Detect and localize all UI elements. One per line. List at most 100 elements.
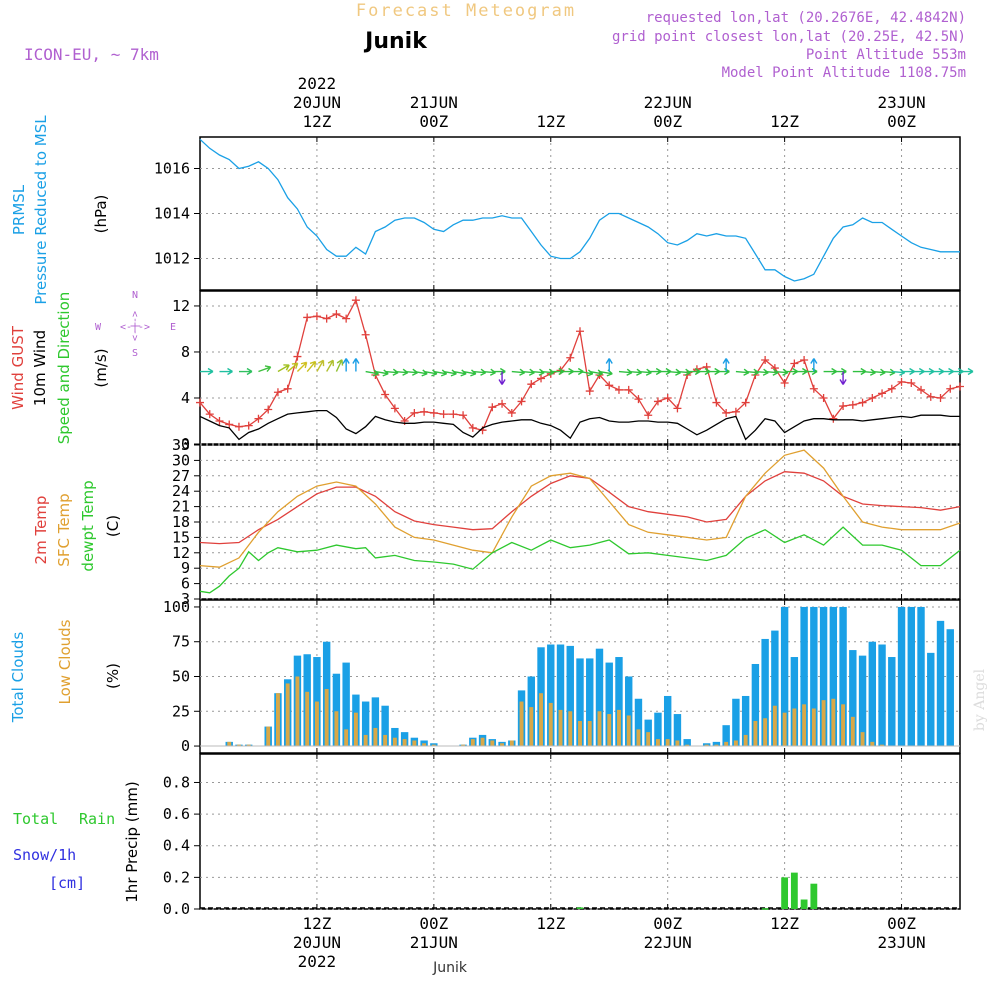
total-clouds-bar <box>566 645 574 747</box>
temp-sfc-label: SFC Temp <box>55 493 73 566</box>
pressure-panel: 1012 1014 1016 <box>154 136 961 291</box>
time-axis-label: 00Z <box>419 112 448 131</box>
total-clouds-bar <box>625 676 633 747</box>
clouds-y-tick-label: 50 <box>172 668 190 686</box>
gust-marker <box>244 421 253 430</box>
low-clouds-bar <box>314 701 319 747</box>
low-clouds-bar <box>607 714 612 747</box>
snow-label: Snow/1h <box>13 846 76 864</box>
total-clouds-bar <box>888 657 896 747</box>
rain-bar <box>781 877 789 909</box>
gust-marker <box>439 410 448 419</box>
temp-sfc-line <box>199 449 961 568</box>
gust-marker <box>761 356 770 365</box>
gust-marker <box>907 379 916 388</box>
wind-direction-arrow <box>498 371 506 385</box>
low-clouds-bar <box>568 711 573 747</box>
low-clouds-bar <box>743 734 748 747</box>
total-clouds-bar <box>663 695 672 747</box>
temp-y-tick-label: 6 <box>181 575 190 593</box>
model-name: ICON-EU, ~ 7km <box>24 45 159 64</box>
time-axis-label: 00Z <box>653 112 682 131</box>
gust-marker <box>264 405 273 414</box>
pressure-unit: (hPa) <box>92 195 110 234</box>
low-clouds-bar <box>792 708 797 747</box>
gust-marker <box>468 423 477 432</box>
gust-marker <box>917 385 926 394</box>
low-clouds-bar <box>656 739 660 747</box>
total-clouds-bar <box>839 606 847 747</box>
temp-panel-labels: 2m Temp SFC Temp dewpt Temp (C) <box>32 480 122 571</box>
gust-marker <box>234 422 243 431</box>
gust-marker <box>566 353 575 362</box>
rain-bar <box>800 899 808 909</box>
gust-marker <box>205 410 214 419</box>
total-clouds-bar <box>790 657 799 747</box>
low-clouds-bar <box>860 732 865 747</box>
gust-marker <box>293 352 302 361</box>
time-axis-label: 2022 <box>298 74 337 93</box>
credit-watermark: by Angel <box>972 668 988 731</box>
wind-direction-arrow <box>352 358 360 372</box>
gust-marker <box>712 398 721 407</box>
gust-marker <box>459 411 468 420</box>
low-clouds-bar <box>578 721 582 747</box>
wind-frame <box>199 290 961 445</box>
time-axis-label: 12Z <box>536 112 565 131</box>
low-clouds-bar <box>802 704 807 747</box>
compass-vertical-arrows: <-|-> <box>130 311 141 341</box>
model-altitude: Model Point Altitude 1108.75m <box>722 65 966 81</box>
wind-gust-label: Wind GUST <box>9 325 27 410</box>
low-clouds-bar <box>626 715 631 747</box>
low-clouds-bar <box>675 740 680 747</box>
low-clouds-bar <box>276 693 280 747</box>
low-clouds-bar <box>305 691 310 747</box>
total-label: Total <box>13 810 58 828</box>
gust-marker <box>312 312 321 321</box>
gust-marker <box>800 356 809 365</box>
low-clouds-bar <box>733 740 738 747</box>
low-clouds-bar <box>753 721 758 747</box>
temp-y-tick-label: 24 <box>172 482 190 500</box>
time-axis-label: 00Z <box>653 914 682 933</box>
compass-south: S <box>132 348 138 359</box>
total-clouds-bar <box>810 606 818 747</box>
gust-marker <box>644 411 653 420</box>
low-clouds-bar <box>646 732 651 747</box>
low-clouds-bar <box>500 743 504 747</box>
low-clouds-bar <box>548 702 553 747</box>
point-altitude: Point Altitude 553m <box>806 47 966 63</box>
low-clouds-bar <box>597 711 602 747</box>
gust-marker <box>868 393 877 402</box>
total-clouds-bar <box>634 698 643 747</box>
gust-marker <box>897 377 906 386</box>
total-clouds-bar <box>829 606 838 747</box>
gust-marker <box>839 402 848 411</box>
total-clouds-bar <box>595 648 604 747</box>
total-clouds-bar <box>556 644 565 747</box>
precip-y-tick-label: 0.6 <box>163 805 190 823</box>
wind-direction-arrow <box>296 361 308 373</box>
gust-marker <box>342 314 351 323</box>
precip-y-tick-label: 0.2 <box>163 868 190 886</box>
wind-direction-arrow <box>810 358 818 372</box>
time-axis-label: 20JUN <box>293 933 341 952</box>
time-axis-label: 00Z <box>887 112 916 131</box>
total-clouds-bar <box>771 630 779 747</box>
pressure-label-msl: Pressure Reduced to MSL <box>32 115 50 305</box>
rain-bar <box>790 872 798 909</box>
wind-panel-labels: Wind GUST 10m Wind Speed and Direction (… <box>9 290 176 444</box>
gridpoint-coords: grid point closest lon,lat (20.25E, 42.5… <box>612 29 966 45</box>
wind-y-tick-label: 8 <box>181 343 190 361</box>
low-clouds-bar <box>266 726 271 747</box>
compass-legend: N S W E <-|-> <-|-> <box>95 290 176 359</box>
low-clouds-bar <box>880 744 884 747</box>
temp-y-tick-label: 18 <box>172 513 190 531</box>
precip-panel-labels: Total Rain Snow/1h [cm] 1hr Precip (mm) <box>13 781 141 902</box>
gust-marker <box>381 390 390 399</box>
wind-direction-arrow <box>287 362 299 373</box>
low-clouds-bar <box>412 740 417 747</box>
